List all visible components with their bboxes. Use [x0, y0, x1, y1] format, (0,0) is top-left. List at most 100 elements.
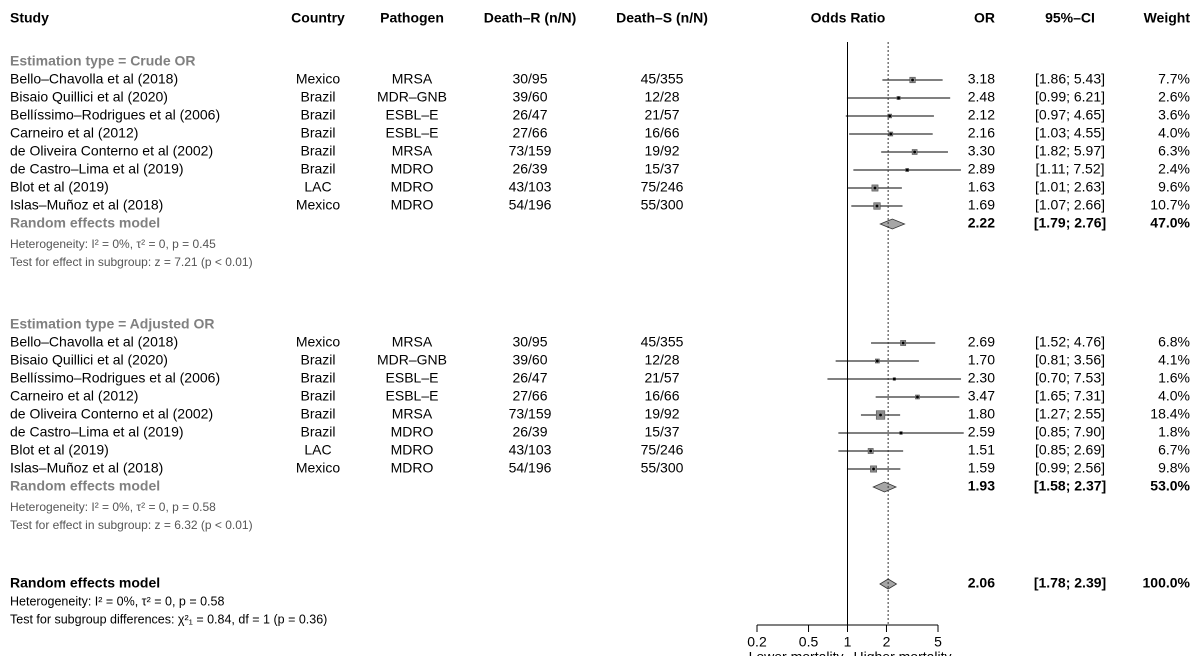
- country: Brazil: [300, 161, 335, 177]
- group-label: Estimation type = Adjusted OR: [10, 316, 214, 332]
- pathogen: MRSA: [392, 143, 433, 159]
- death-r: 30/95: [512, 71, 547, 87]
- death-r: 26/39: [512, 161, 547, 177]
- pathogen: MDRO: [391, 460, 434, 476]
- heterogeneity: Heterogeneity: I² = 0%, τ² = 0, p = 0.45: [10, 237, 216, 251]
- weight-value: 6.7%: [1158, 442, 1190, 458]
- point-estimate: [911, 78, 914, 82]
- study-name: Islas–Muñoz et al (2018): [10, 197, 163, 213]
- or-value: 2.22: [968, 215, 995, 231]
- header: OR: [974, 10, 995, 26]
- or-value: 2.48: [968, 89, 995, 105]
- study-name: Carneiro et al (2012): [10, 125, 138, 141]
- group-label: Estimation type = Crude OR: [10, 53, 196, 69]
- weight-value: 2.6%: [1158, 89, 1190, 105]
- header: Odds Ratio: [811, 10, 886, 26]
- or-value: 2.59: [968, 424, 995, 440]
- or-value: 2.16: [968, 125, 995, 141]
- subgroup-test: Test for effect in subgroup: z = 7.21 (p…: [10, 255, 253, 269]
- or-value: 1.93: [968, 478, 995, 494]
- country: Brazil: [300, 424, 335, 440]
- point-estimate: [888, 114, 892, 118]
- ci-value: [1.65; 7.31]: [1035, 388, 1105, 404]
- weight-value: 53.0%: [1150, 478, 1190, 494]
- death-r: 27/66: [512, 388, 547, 404]
- study-name: Bellíssimo–Rodrigues et al (2006): [10, 370, 220, 386]
- point-estimate: [875, 204, 879, 208]
- ci-value: [0.85; 7.90]: [1035, 424, 1105, 440]
- summary-diamond: [872, 481, 898, 493]
- or-value: 2.69: [968, 334, 995, 350]
- ci-value: [1.79; 2.76]: [1034, 215, 1106, 231]
- ci-value: [0.99; 6.21]: [1035, 89, 1105, 105]
- study-name: Bello–Chavolla et al (2018): [10, 334, 178, 350]
- death-r: 54/196: [509, 197, 552, 213]
- ci-value: [0.85; 2.69]: [1035, 442, 1105, 458]
- or-value: 1.69: [968, 197, 995, 213]
- study-name: Bello–Chavolla et al (2018): [10, 71, 178, 87]
- pathogen: MDRO: [391, 197, 434, 213]
- or-value: 2.89: [968, 161, 995, 177]
- death-s: 16/66: [644, 125, 679, 141]
- death-r: 43/103: [509, 179, 552, 195]
- point-estimate: [875, 359, 879, 363]
- ci-value: [1.01; 2.63]: [1035, 179, 1105, 195]
- death-s: 75/246: [641, 442, 684, 458]
- study-name: de Oliveira Conterno et al (2002): [10, 143, 213, 159]
- study-name: de Castro–Lima et al (2019): [10, 424, 184, 440]
- or-value: 1.63: [968, 179, 995, 195]
- weight-value: 18.4%: [1150, 406, 1190, 422]
- study-name: Islas–Muñoz et al (2018): [10, 460, 163, 476]
- point-estimate: [913, 150, 917, 154]
- point-estimate: [916, 395, 919, 399]
- death-r: 43/103: [509, 442, 552, 458]
- death-s: 12/28: [644, 89, 679, 105]
- country: Brazil: [300, 143, 335, 159]
- pathogen: ESBL–E: [386, 388, 439, 404]
- or-value: 3.30: [968, 143, 995, 159]
- death-s: 15/37: [644, 424, 679, 440]
- ci-value: [0.81; 3.56]: [1035, 352, 1105, 368]
- ci-value: [1.58; 2.37]: [1034, 478, 1106, 494]
- death-s: 55/300: [641, 197, 684, 213]
- x-tick-label: 2: [883, 634, 891, 650]
- header: Pathogen: [380, 10, 444, 26]
- country: Brazil: [300, 89, 335, 105]
- weight-value: 6.3%: [1158, 143, 1190, 159]
- point-estimate: [897, 96, 900, 100]
- weight-value: 7.7%: [1158, 71, 1190, 87]
- pathogen: ESBL–E: [386, 125, 439, 141]
- overall-label: Random effects model: [10, 575, 160, 591]
- death-s: 21/57: [644, 107, 679, 123]
- weight-value: 4.0%: [1158, 388, 1190, 404]
- country: Brazil: [300, 125, 335, 141]
- pathogen: MDRO: [391, 424, 434, 440]
- study-name: Bellíssimo–Rodrigues et al (2006): [10, 107, 220, 123]
- or-value: 2.12: [968, 107, 995, 123]
- x-axis-label: Lower mortality: [749, 649, 844, 656]
- death-r: 26/47: [512, 107, 547, 123]
- pathogen: MRSA: [392, 334, 433, 350]
- x-axis-label: Higher mortality: [854, 649, 952, 656]
- point-estimate: [873, 186, 877, 190]
- pathogen: MDRO: [391, 161, 434, 177]
- point-estimate: [905, 168, 909, 172]
- country: Mexico: [296, 334, 341, 350]
- weight-value: 4.0%: [1158, 125, 1190, 141]
- x-tick-label: 5: [934, 634, 942, 650]
- death-r: 73/159: [509, 143, 552, 159]
- death-r: 30/95: [512, 334, 547, 350]
- header: Death–R (n/N): [484, 10, 577, 26]
- or-value: 1.70: [968, 352, 995, 368]
- death-s: 15/37: [644, 161, 679, 177]
- summary-diamond: [879, 218, 906, 230]
- death-r: 27/66: [512, 125, 547, 141]
- weight-value: 10.7%: [1150, 197, 1190, 213]
- or-value: 2.30: [968, 370, 995, 386]
- pathogen: MDRO: [391, 442, 434, 458]
- study-name: Carneiro et al (2012): [10, 388, 138, 404]
- death-s: 16/66: [644, 388, 679, 404]
- weight-value: 6.8%: [1158, 334, 1190, 350]
- death-s: 19/92: [644, 143, 679, 159]
